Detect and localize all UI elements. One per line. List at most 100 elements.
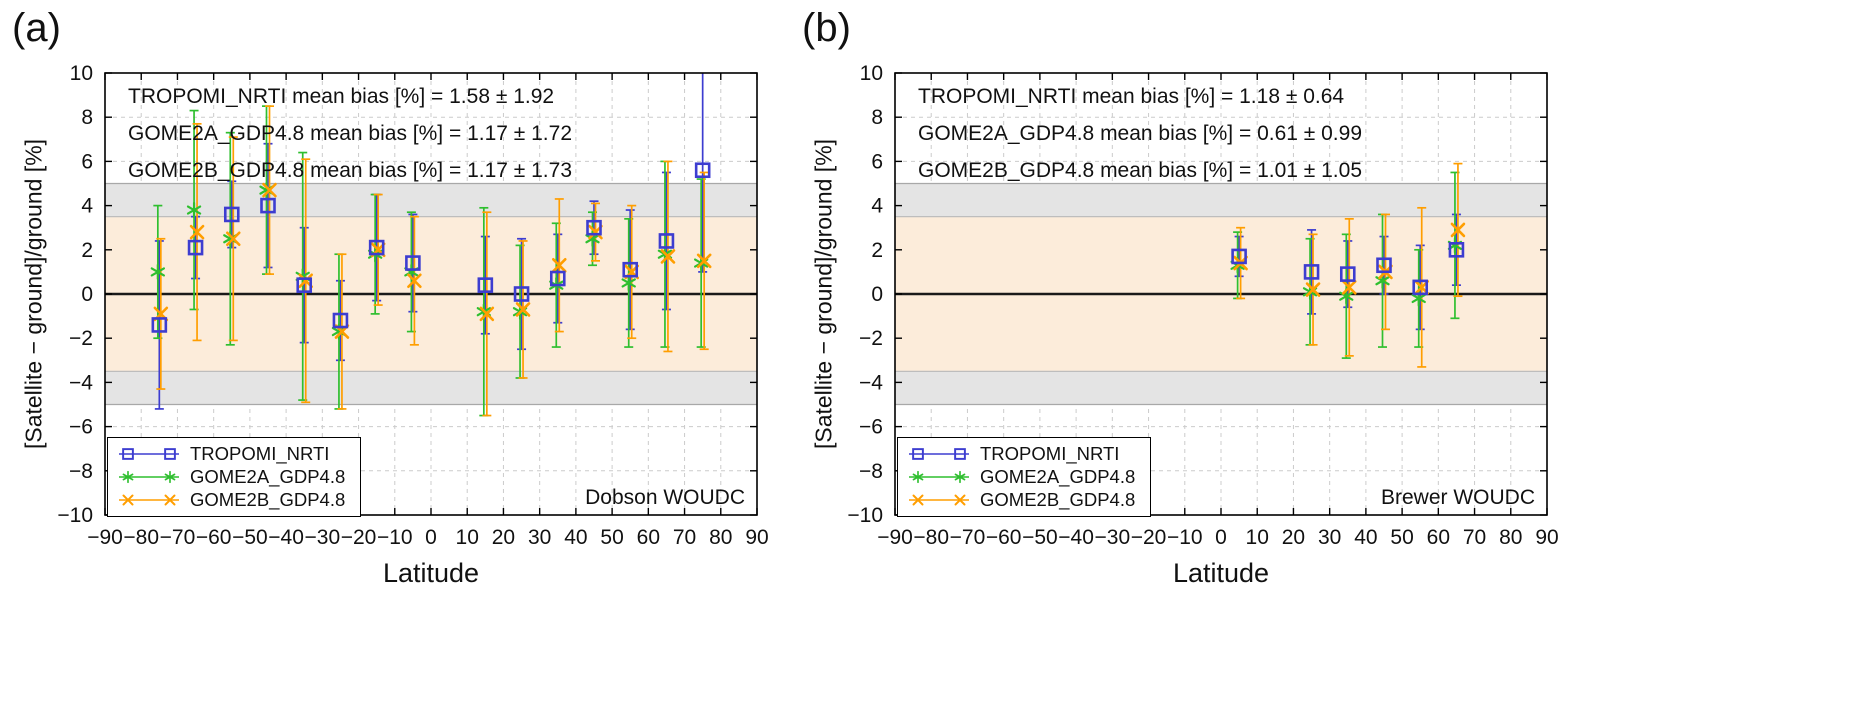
svg-text:−50: −50 [232,526,268,549]
svg-text:−6: −6 [859,416,883,439]
svg-text:0: 0 [1215,526,1227,549]
gome2a-marker-icon [906,468,972,486]
tropomi-marker-icon [116,445,182,463]
legend-item: GOME2A_GDP4.8 [116,466,352,487]
y-axis-title-a: [Satellite − ground]/ground [%] [20,138,47,450]
gome2b-marker-icon [116,491,182,509]
svg-text:4: 4 [81,195,93,218]
dataset-label-a: Dobson WOUDC [585,486,745,509]
svg-text:40: 40 [1354,526,1377,549]
svg-text:70: 70 [673,526,696,549]
svg-text:20: 20 [1282,526,1305,549]
mean-bias-line-gome2a: GOME2A_GDP4.8 mean bias [%] = 0.61 ± 0.9… [918,122,1363,145]
svg-text:−2: −2 [69,327,93,350]
mean-bias-line-gome2b: GOME2B_GDP4.8 mean bias [%] = 1.17 ± 1.7… [128,159,573,182]
svg-text:80: 80 [1499,526,1522,549]
svg-text:−10: −10 [377,526,413,549]
svg-text:−10: −10 [847,504,883,527]
svg-text:−4: −4 [859,371,883,394]
mean-bias-line-gome2b: GOME2B_GDP4.8 mean bias [%] = 1.01 ± 1.0… [918,159,1363,182]
legend-item: GOME2B_GDP4.8 [116,489,352,510]
svg-text:8: 8 [871,106,883,129]
svg-text:90: 90 [745,526,768,549]
panel-label-b: (b) [802,6,851,50]
svg-text:30: 30 [528,526,551,549]
legend-item: TROPOMI_NRTI [116,443,352,464]
svg-text:−90: −90 [877,526,913,549]
legend-b: TROPOMI_NRTI GOME2A_GDP4.8 GOME2B_GDP4.8 [897,437,1151,517]
svg-text:2: 2 [871,239,883,262]
legend-item: TROPOMI_NRTI [906,443,1142,464]
mean-bias-line-tropomi: TROPOMI_NRTI mean bias [%] = 1.58 ± 1.92 [128,85,555,108]
legend-label: GOME2B_GDP4.8 [980,488,1136,510]
svg-text:0: 0 [425,526,437,549]
x-axis-title-b: Latitude [1172,558,1270,588]
svg-text:10: 10 [456,526,479,549]
svg-text:−70: −70 [160,526,196,549]
svg-text:4: 4 [871,195,883,218]
svg-text:−6: −6 [69,416,93,439]
legend-label: GOME2B_GDP4.8 [190,488,346,510]
svg-text:6: 6 [81,150,93,173]
legend-item: GOME2A_GDP4.8 [906,466,1142,487]
svg-text:−60: −60 [196,526,232,549]
svg-text:80: 80 [709,526,732,549]
svg-text:−40: −40 [1058,526,1094,549]
axis-ticks: −90 −80 −70 −60 −50 −40 −30 −20 −10 0 10 20 30 40 50 60… [847,62,1558,549]
svg-text:−8: −8 [69,460,93,483]
svg-text:60: 60 [1427,526,1450,549]
svg-text:10: 10 [1246,526,1269,549]
markers-TROPOMI_NRTI [151,162,711,333]
legend-label: GOME2A_GDP4.8 [190,465,346,487]
y-axis-title-b: [Satellite − ground]/ground [%] [810,138,837,450]
svg-text:0: 0 [81,283,93,306]
dataset-label-b: Brewer WOUDC [1380,486,1535,509]
legend-label: TROPOMI_NRTI [190,442,330,464]
gome2b-marker-icon [906,491,972,509]
x-axis-title-a: Latitude [382,558,480,588]
svg-text:2: 2 [81,239,93,262]
svg-text:−50: −50 [1022,526,1058,549]
svg-text:−30: −30 [305,526,341,549]
plot-area-a: −90 −80 −70 −60 −50 −40 −30 −20 −10 0 10 20 30 40 50 60… [57,62,768,549]
legend-a: TROPOMI_NRTI GOME2A_GDP4.8 GOME2B_GDP4.8 [107,437,361,517]
svg-text:70: 70 [1463,526,1486,549]
svg-text:−4: −4 [69,371,93,394]
svg-text:20: 20 [492,526,515,549]
mean-bias-line-gome2a: GOME2A_GDP4.8 mean bias [%] = 1.17 ± 1.7… [128,122,573,145]
gome2a-marker-icon [116,468,182,486]
svg-text:30: 30 [1318,526,1341,549]
svg-text:0: 0 [871,283,883,306]
svg-text:6: 6 [871,150,883,173]
svg-text:90: 90 [1535,526,1558,549]
svg-text:−60: −60 [986,526,1022,549]
svg-text:−2: −2 [859,327,883,350]
markers-GOME2B_GDP4.8 [153,182,712,339]
markers-TROPOMI_NRTI [1231,242,1465,296]
svg-text:8: 8 [81,106,93,129]
svg-text:−80: −80 [123,526,159,549]
svg-text:−20: −20 [1131,526,1167,549]
tropomi-marker-icon [906,445,972,463]
mean-bias-annotations-a: TROPOMI_NRTI mean bias [%] = 1.58 ± 1.92… [128,78,572,189]
svg-text:−8: −8 [859,460,883,483]
svg-text:−70: −70 [950,526,986,549]
svg-text:−20: −20 [341,526,377,549]
mean-bias-annotations-b: TROPOMI_NRTI mean bias [%] = 1.18 ± 0.64… [918,78,1362,189]
svg-text:−90: −90 [87,526,123,549]
svg-text:−10: −10 [57,504,93,527]
panel-a: −90 −80 −70 −60 −50 −40 −30 −20 −10 0 10 20 30 40 50 60… [0,0,790,722]
mean-bias-line-tropomi: TROPOMI_NRTI mean bias [%] = 1.18 ± 0.64 [918,85,1345,108]
panel-b: −90 −80 −70 −60 −50 −40 −30 −20 −10 0 10 20 30 40 50 60… [790,0,1867,722]
plot-area-b: −90 −80 −70 −60 −50 −40 −30 −20 −10 0 10 20 30 40 50 60… [847,62,1558,549]
legend-item: GOME2B_GDP4.8 [906,489,1142,510]
svg-text:50: 50 [1390,526,1413,549]
svg-text:40: 40 [564,526,587,549]
svg-text:10: 10 [860,62,883,85]
svg-text:50: 50 [600,526,623,549]
panel-label-a: (a) [12,6,61,50]
svg-text:−30: −30 [1095,526,1131,549]
svg-text:−10: −10 [1167,526,1203,549]
legend-label: TROPOMI_NRTI [980,442,1120,464]
